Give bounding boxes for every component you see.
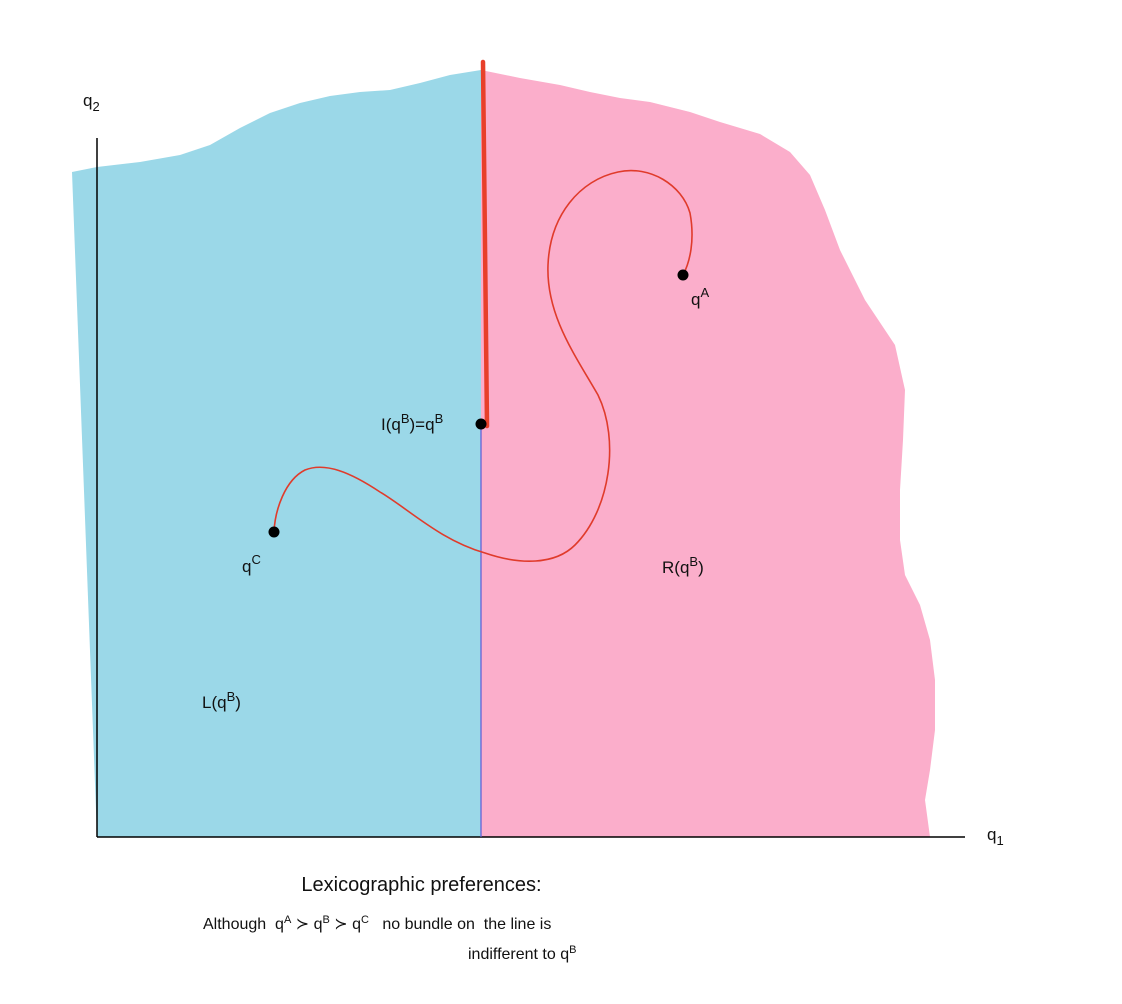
right-region-label: R(qB) [662,554,704,577]
vertical-line [480,59,490,429]
label-qa: qA [691,285,709,309]
point-qb [475,418,487,430]
left-region [72,70,481,837]
right-region [481,70,935,837]
label-qc: qC [242,552,261,576]
point-qc [268,526,280,538]
caption-line-2: indifferent to qB [468,944,577,963]
caption-title: Lexicographic preferences: [301,874,542,896]
label-qb: I(qB)=qB [381,411,443,434]
curve [273,169,693,562]
point-qa [677,269,689,281]
left-region-label: L(qB) [202,689,241,712]
x-axis-label: q1 [987,825,1004,848]
y-axis-label: q2 [83,91,100,114]
caption-line-1: Although qA ≻ qB ≻ qC no bundle on the l… [203,914,552,933]
